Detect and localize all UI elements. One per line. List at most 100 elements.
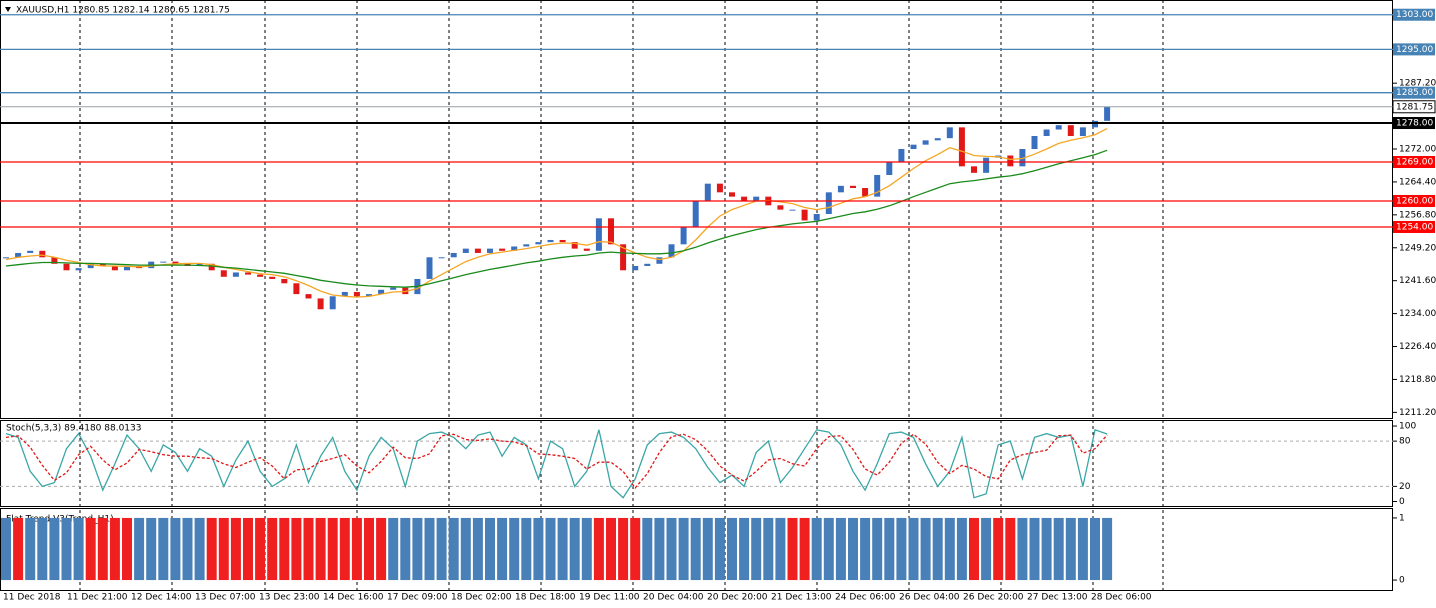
level-label: 1260.00: [1396, 196, 1433, 206]
trend-bar: [49, 517, 60, 581]
trend-bar: [642, 517, 653, 581]
candle: [366, 294, 372, 297]
trend-bar: [170, 517, 181, 581]
trend-bar: [315, 517, 326, 581]
trend-bar: [799, 517, 810, 581]
last-price-box: [1392, 100, 1436, 114]
level-label-box: [1393, 86, 1435, 99]
x-tick-label: 18 Dec 18:00: [515, 593, 576, 603]
trend-bar: [448, 517, 459, 581]
candle: [523, 244, 530, 247]
candle: [716, 183, 723, 193]
trend-bar: [630, 517, 641, 581]
candle: [1019, 149, 1026, 167]
level-label: 1254.00: [1396, 222, 1433, 232]
candle: [257, 274, 264, 277]
candle: [1043, 129, 1050, 137]
y-tick-label: 1234.00: [1399, 309, 1436, 319]
trend-bar: [606, 517, 616, 581]
y-tick-label: 1241.60: [1399, 276, 1436, 286]
candle: [825, 192, 832, 214]
trend-bar: [848, 517, 858, 581]
candle: [729, 192, 735, 197]
y-tick-label: 80: [1399, 437, 1411, 447]
x-tick-label: 26 Dec 20:00: [963, 593, 1024, 603]
candle: [87, 263, 94, 269]
trend-bar: [1102, 517, 1113, 581]
y-tick-label: 1226.40: [1399, 342, 1436, 352]
candle: [958, 127, 965, 167]
trend-bar: [61, 517, 72, 581]
trend-bar: [666, 517, 677, 581]
candle: [571, 242, 578, 249]
level-label: 1285.00: [1396, 88, 1433, 98]
x-tick-label: 20 Dec 04:00: [643, 593, 704, 603]
trend-bar: [557, 517, 568, 581]
candle: [753, 196, 760, 201]
candle: [1067, 125, 1074, 137]
trend-bar: [920, 517, 931, 581]
trend-bar: [908, 517, 919, 581]
candle: [281, 278, 288, 284]
candle: [789, 209, 796, 211]
candle: [208, 263, 215, 271]
trend-bar: [678, 517, 689, 581]
trend-bar: [158, 517, 169, 581]
candle: [353, 291, 360, 297]
candle: [63, 263, 70, 271]
candle: [910, 144, 917, 150]
trend-bar: [775, 517, 786, 581]
trend-bar: [206, 517, 217, 581]
trend-bar: [460, 517, 471, 581]
candle: [487, 248, 493, 253]
candle: [450, 252, 457, 258]
y-tick-label: 0: [1399, 497, 1405, 507]
candle: [160, 261, 167, 263]
trend-bar: [654, 517, 665, 581]
trend-bar: [230, 517, 241, 581]
candle: [595, 218, 602, 251]
trend-bar: [243, 517, 253, 581]
candle: [27, 250, 34, 253]
trend-bar: [376, 517, 387, 581]
candle: [644, 263, 651, 266]
candle: [317, 298, 324, 310]
trend-bar: [485, 517, 495, 581]
trend-bar: [981, 517, 992, 581]
trend-frame: [0, 508, 1393, 591]
trend-bar: [521, 517, 532, 581]
candle: [680, 226, 687, 245]
trend-bar: [255, 517, 266, 581]
candle: [124, 265, 130, 271]
stoch-frame: [0, 420, 1393, 507]
candle: [51, 257, 58, 264]
candle: [704, 183, 711, 201]
trend-bar: [73, 517, 84, 581]
trend-bar: [727, 517, 737, 581]
trend-bar: [182, 517, 193, 581]
trend-bar: [690, 517, 701, 581]
trend-bar: [25, 517, 36, 581]
trend-bar: [714, 517, 725, 581]
candle: [438, 257, 445, 259]
menu-triangle[interactable]: [5, 7, 11, 12]
candle: [462, 248, 469, 253]
y-tick-label: 1: [1399, 513, 1405, 523]
trend-bar: [279, 517, 290, 581]
x-tick-label: 11 Dec 21:00: [67, 593, 128, 603]
y-tick-label: 1287.20: [1399, 79, 1436, 89]
y-tick-label: 100: [1399, 422, 1416, 432]
y-tick-label: 1264.40: [1399, 177, 1436, 187]
candle: [656, 257, 663, 264]
trend-bar: [1, 517, 11, 581]
candle: [801, 209, 808, 221]
candle: [874, 174, 881, 197]
trend-bar: [509, 517, 520, 581]
trend-bar: [267, 517, 278, 581]
trend-bar: [872, 517, 883, 581]
candle: [293, 283, 300, 295]
trend-bar: [364, 517, 374, 581]
level-label: 1278.00: [1396, 119, 1433, 129]
candle: [886, 162, 893, 175]
candle: [741, 196, 748, 201]
